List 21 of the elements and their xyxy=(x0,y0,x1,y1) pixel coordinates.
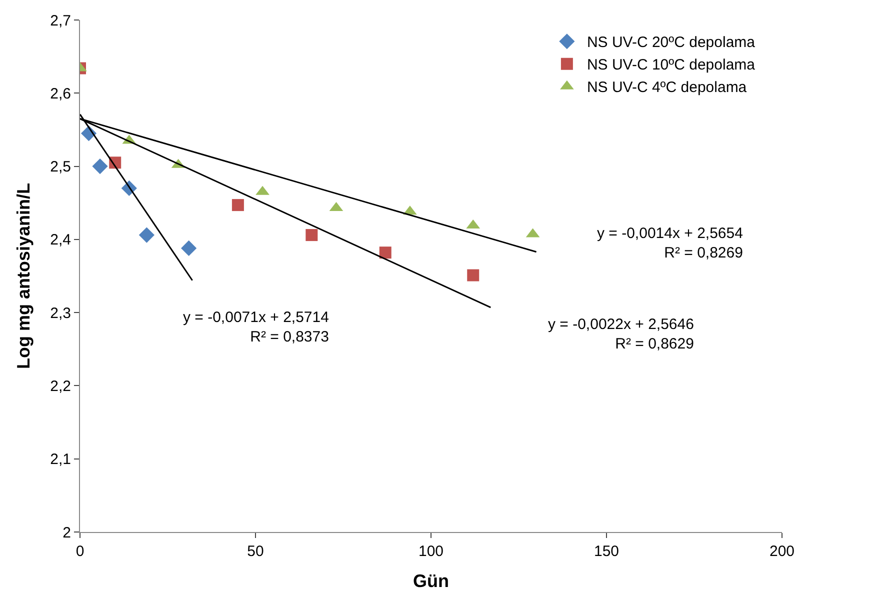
y-tick-label: 2,6 xyxy=(50,85,71,102)
y-tick-label: 2,1 xyxy=(50,451,71,468)
x-tick-label: 0 xyxy=(76,543,84,560)
annotation: y = -0,0014x + 2,5654 R² = 0,8269 xyxy=(597,225,743,262)
legend-label: NS UV-C 4ºC depolama xyxy=(586,79,748,96)
legend-label: NS UV-C 10ºC depolama xyxy=(586,56,756,74)
x-tick-label: 200 xyxy=(769,543,795,560)
y-tick-label: 2,7 xyxy=(50,12,71,30)
y-tick-label: 2,4 xyxy=(50,232,71,249)
x-tick-label: 50 xyxy=(247,543,264,560)
x-tick-label: 150 xyxy=(594,543,620,560)
x-tick-label: 100 xyxy=(418,543,444,560)
annotation: y = -0,0022x + 2,5646 R² = 0,8629 xyxy=(548,316,694,352)
legend-label: NS UV-C 20ºC depolama xyxy=(586,34,756,52)
x-axis-title: Gün xyxy=(413,571,449,592)
y-tick-label: 2,5 xyxy=(50,158,71,176)
annotation: y = -0,0071x + 2,5714 R² = 0,8373 xyxy=(183,309,329,346)
y-axis-title: Log mg antosiyanin/L xyxy=(13,182,34,370)
y-tick-label: 2,3 xyxy=(50,304,71,322)
y-tick-label: 2 xyxy=(62,524,71,542)
y-tick-label: 2,2 xyxy=(50,378,71,395)
